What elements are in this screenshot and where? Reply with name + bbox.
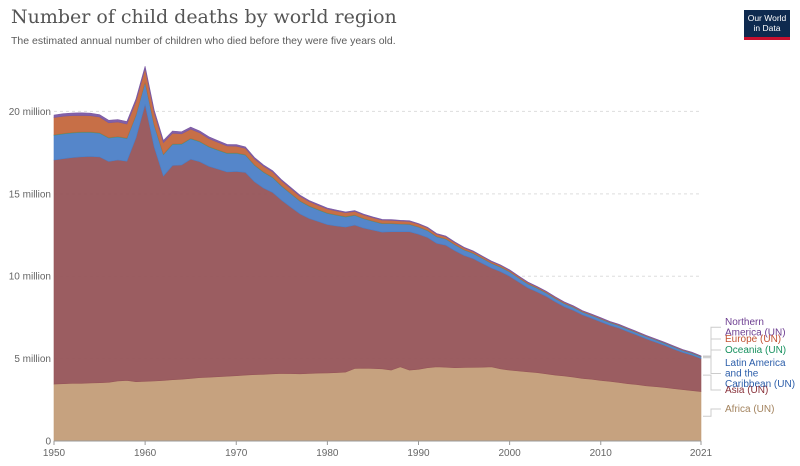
legend-layer[interactable]: Northern America (UN)Europe (UN)Oceania (…: [703, 317, 795, 417]
area-asia-un[interactable]: [53, 104, 702, 392]
legend-label-line: Northern: [725, 317, 764, 328]
area-northern-america-un[interactable]: [53, 66, 702, 357]
legend-label-line: Africa (UN): [725, 404, 774, 415]
x-tick-label: 1980: [316, 448, 339, 459]
x-tick-label: 1960: [134, 448, 157, 459]
legend-label[interactable]: Oceania (UN): [725, 345, 786, 356]
legend-label[interactable]: Africa (UN): [725, 404, 774, 415]
legend-connector: [703, 338, 721, 357]
legend-label-line: Caribbean (UN): [725, 379, 795, 390]
legend-label-line: America (UN): [725, 328, 786, 339]
x-tick-label: 2010: [590, 448, 613, 459]
logo-text-line2: in Data: [753, 23, 781, 33]
y-tick-label: 5 million: [14, 354, 51, 365]
x-tick-label: 2021: [690, 448, 713, 459]
legend-label-line: Asia (UN): [725, 385, 768, 396]
legend-label-line: Latin America: [725, 358, 786, 369]
legend-label-line: Oceania (UN): [725, 345, 786, 356]
legend-connector: [703, 408, 721, 417]
owid-logo[interactable]: Our World in Data: [744, 10, 790, 40]
logo-text-line1: Our World: [747, 13, 787, 23]
legend-label[interactable]: Latin America and the Caribbean (UN): [725, 358, 795, 390]
legend-label[interactable]: Asia (UN): [725, 385, 768, 396]
axis-layer: 0 5 million 10 million 15 million 20 million…: [9, 107, 713, 459]
legend-label[interactable]: Europe (UN): [725, 334, 781, 345]
y-tick-label: 10 million: [9, 272, 51, 283]
legend-label-line: Europe (UN): [725, 334, 781, 345]
y-tick-label: 20 million: [9, 107, 51, 118]
legend-label-line: and the: [725, 369, 759, 380]
legend-connector: [703, 349, 721, 358]
area-layer: [53, 66, 702, 442]
legend-connector: [703, 357, 721, 374]
legend-connector: [703, 374, 721, 391]
x-tick-label: 2000: [499, 448, 522, 459]
y-tick-label: 15 million: [9, 189, 51, 200]
chart-subtitle: The estimated annual number of children …: [11, 35, 396, 47]
chart-title: Number of child deaths by world region: [11, 6, 397, 28]
legend-label[interactable]: Northern America (UN): [725, 317, 786, 339]
y-tick-label: 0: [45, 437, 51, 448]
x-tick-label: 1990: [407, 448, 430, 459]
x-tick-label: 1970: [225, 448, 248, 459]
legend-connector: [703, 326, 721, 357]
x-tick-label: 1950: [43, 448, 66, 459]
